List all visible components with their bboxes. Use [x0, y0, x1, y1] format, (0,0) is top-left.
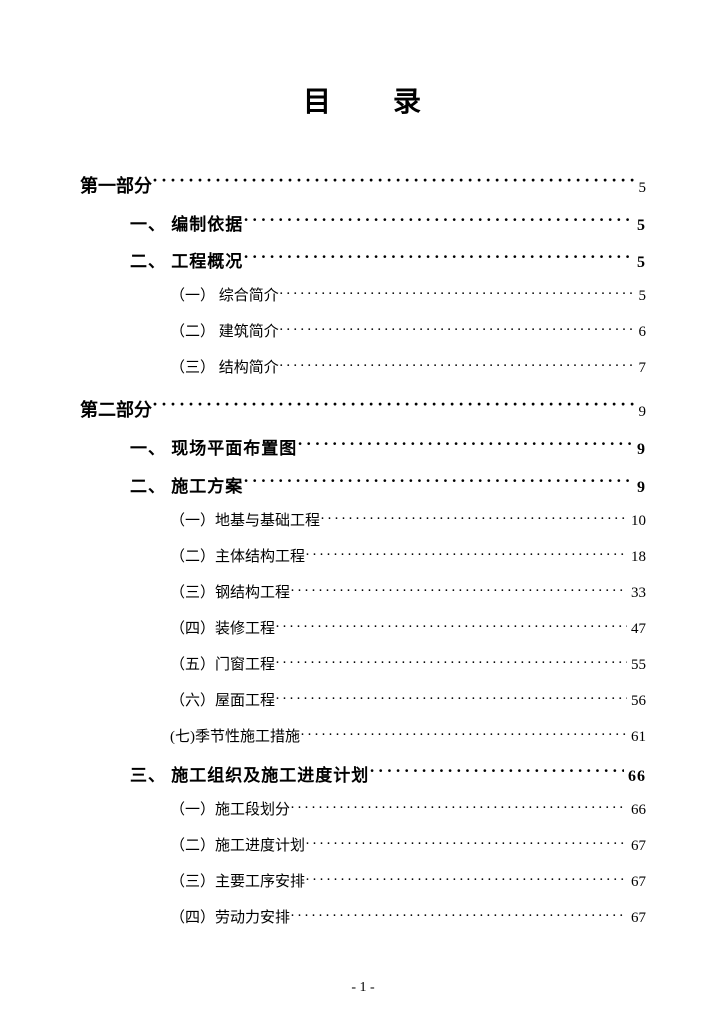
toc-page: 67 [627, 834, 646, 858]
toc-entry: 二、 工程概况 5 [130, 247, 646, 272]
toc-leader [369, 761, 624, 781]
toc-entry: （三）主要工序安排 67 [170, 868, 646, 894]
toc-label: （一） 综合简介 [170, 284, 279, 308]
toc-page: 5 [633, 217, 646, 235]
toc-leader [305, 868, 627, 886]
toc-label: （四）装修工程 [170, 617, 275, 641]
toc-label: 第一部分 [80, 172, 152, 198]
toc-page: 18 [627, 545, 646, 569]
toc-page: 67 [627, 870, 646, 894]
toc-leader [279, 354, 635, 372]
toc-leader [305, 832, 627, 850]
toc-label: （二）施工进度计划 [170, 834, 305, 858]
toc-label: （三）主要工序安排 [170, 870, 305, 894]
toc-leader [243, 471, 633, 491]
toc-page: 47 [627, 617, 646, 641]
toc-leader [305, 543, 627, 561]
toc-entry: （一）施工段划分 66 [170, 796, 646, 822]
toc-page: 9 [633, 441, 646, 459]
toc-label: （二）主体结构工程 [170, 545, 305, 569]
toc-label: 一、 现场平面布置图 [130, 434, 297, 459]
toc-page: 9 [635, 404, 647, 421]
toc-label: （三）钢结构工程 [170, 581, 290, 605]
toc-leader [243, 210, 633, 230]
toc-entry: 第一部分 5 [80, 170, 646, 198]
toc-entry: （四）装修工程 47 [170, 615, 646, 641]
toc-page: 67 [627, 906, 646, 930]
toc-label: （六）屋面工程 [170, 689, 275, 713]
toc-entry: （五）门窗工程 55 [170, 651, 646, 677]
toc-leader [320, 507, 627, 525]
toc-container: 第一部分5一、 编制依据5二、 工程概况5（一） 综合简介5（二） 建筑简介6（… [80, 170, 646, 930]
toc-label: 第二部分 [80, 396, 152, 422]
toc-entry: 一、 现场平面布置图 9 [130, 434, 646, 459]
toc-entry: (七)季节性施工措施 61 [170, 723, 646, 749]
toc-page: 55 [627, 653, 646, 677]
toc-page: 33 [627, 581, 646, 605]
toc-leader [297, 434, 633, 454]
toc-entry: （一）地基与基础工程 10 [170, 507, 646, 533]
toc-leader [290, 796, 627, 814]
toc-page: 5 [633, 254, 646, 272]
toc-entry: （二）施工进度计划 67 [170, 832, 646, 858]
toc-label: （四）劳动力安排 [170, 906, 290, 930]
toc-entry: 三、 施工组织及施工进度计划 66 [130, 761, 646, 786]
toc-page: 10 [627, 509, 646, 533]
toc-label: 三、 施工组织及施工进度计划 [130, 761, 369, 786]
toc-page: 66 [627, 798, 646, 822]
toc-leader [279, 282, 635, 300]
toc-label: 一、 编制依据 [130, 210, 243, 235]
toc-leader [275, 687, 627, 705]
toc-label: （一）施工段划分 [170, 798, 290, 822]
toc-page: 9 [633, 479, 646, 497]
toc-label: （五）门窗工程 [170, 653, 275, 677]
page-title: 目 录 [80, 80, 646, 120]
toc-leader [290, 579, 627, 597]
toc-page: 5 [635, 284, 647, 308]
toc-entry: （三） 结构简介 7 [170, 354, 646, 380]
toc-entry: （一） 综合简介 5 [170, 282, 646, 308]
toc-leader [290, 904, 627, 922]
toc-label: （一）地基与基础工程 [170, 509, 320, 533]
toc-leader [275, 651, 627, 669]
toc-entry: （四）劳动力安排 67 [170, 904, 646, 930]
page-footer: - 1 - [0, 980, 726, 996]
toc-label: 二、 工程概况 [130, 247, 243, 272]
toc-label: (七)季节性施工措施 [170, 725, 300, 749]
toc-page: 5 [635, 180, 647, 197]
toc-entry: （二） 建筑简介 6 [170, 318, 646, 344]
toc-page: 6 [635, 320, 647, 344]
toc-page: 66 [624, 768, 646, 786]
toc-entry: （六）屋面工程 56 [170, 687, 646, 713]
toc-page: 56 [627, 689, 646, 713]
toc-page: 7 [635, 356, 647, 380]
toc-leader [243, 247, 633, 267]
toc-leader [152, 170, 635, 192]
toc-entry: 一、 编制依据 5 [130, 210, 646, 235]
toc-leader [279, 318, 635, 336]
toc-label: 二、 施工方案 [130, 472, 243, 497]
toc-page: 61 [627, 725, 646, 749]
toc-entry: 二、 施工方案 9 [130, 471, 646, 496]
toc-label: （三） 结构简介 [170, 356, 279, 380]
toc-label: （二） 建筑简介 [170, 320, 279, 344]
toc-entry: （二）主体结构工程 18 [170, 543, 646, 569]
toc-leader [300, 723, 627, 741]
toc-leader [275, 615, 627, 633]
toc-entry: 第二部分 9 [80, 394, 646, 422]
toc-leader [152, 394, 635, 416]
toc-entry: （三）钢结构工程 33 [170, 579, 646, 605]
